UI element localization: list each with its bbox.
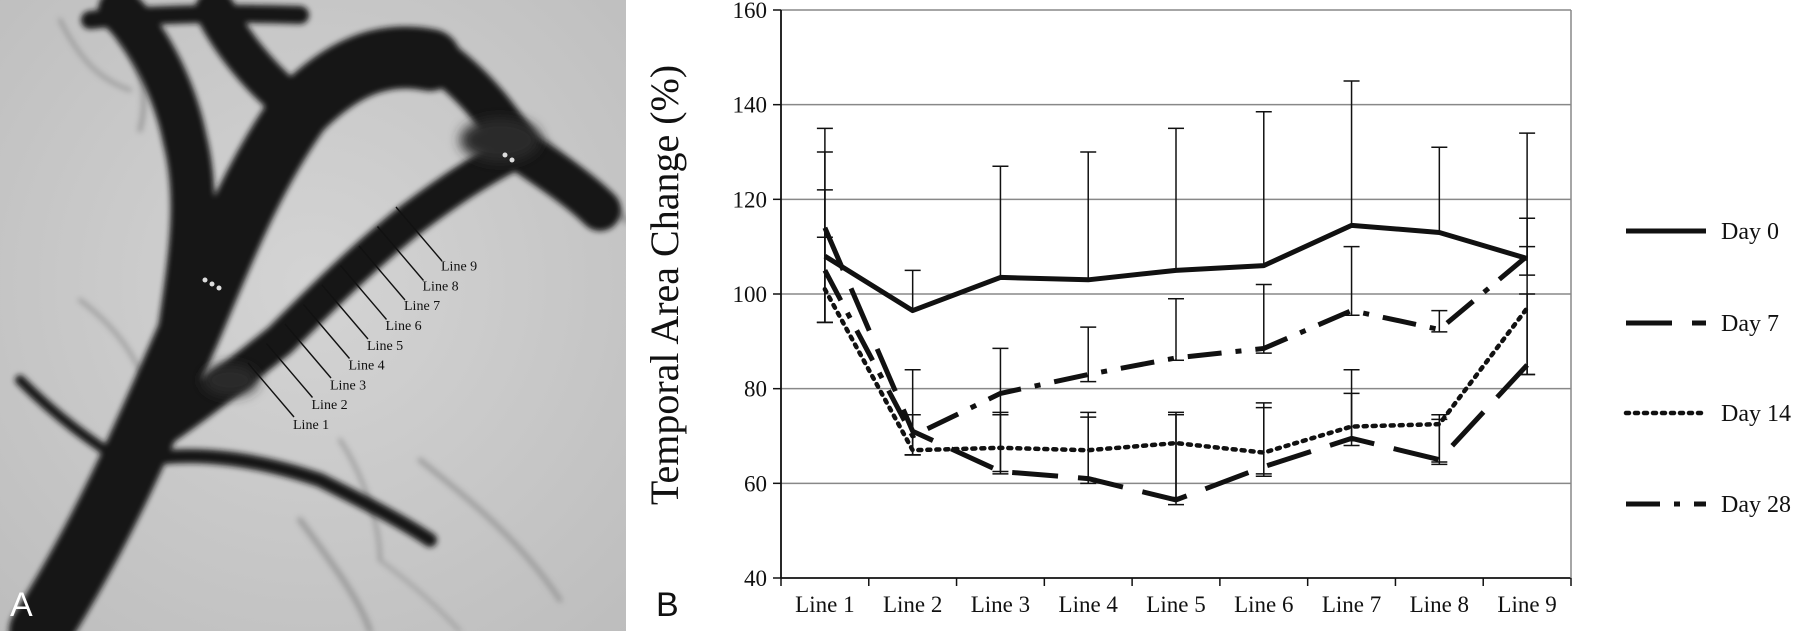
line-chart: 40 60 80 100 120 140 160 Line 1 Line 2 Line 3 Line… <box>642 0 1791 624</box>
measure-line <box>284 323 332 379</box>
y-tick-label: 160 <box>733 0 768 23</box>
y-tick-label: 120 <box>733 187 768 212</box>
x-tick-label: Line 9 <box>1497 592 1556 617</box>
measure-line-label: Line 3 <box>330 378 366 393</box>
x-tick-label: Line 4 <box>1059 592 1119 617</box>
measure-line <box>395 206 443 262</box>
legend-label: Day 28 <box>1721 492 1791 518</box>
axes <box>773 9 1572 586</box>
tick-labels: 40 60 80 100 120 140 160 Line 1 Line 2 Line 3 Line… <box>733 0 1557 617</box>
measure-line <box>358 245 406 301</box>
x-tick-label: Line 6 <box>1234 592 1293 617</box>
panel-b-letter: B <box>656 586 679 624</box>
angio-measure-line: Line 8 <box>376 226 459 294</box>
angio-measure-line: Line 5 <box>321 284 403 354</box>
y-axis-label: Temporal Area Change (%) <box>642 65 687 505</box>
x-tick-label: Line 1 <box>795 592 854 617</box>
measure-line-label: Line 5 <box>367 339 403 354</box>
legend-label: Day 0 <box>1721 219 1779 245</box>
legend: Day 0 Day 7 Day 14 Day 28 <box>1623 219 1791 518</box>
x-tick-label: Line 2 <box>883 592 942 617</box>
measure-line <box>376 226 425 281</box>
legend-item: Day 7 <box>1626 311 1779 337</box>
legend-item: Day 28 <box>1626 492 1791 518</box>
legend-label: Day 14 <box>1721 401 1791 427</box>
legend-item: Day 0 <box>1626 219 1779 245</box>
measure-line <box>247 362 295 418</box>
angio-measure-line: Line 3 <box>284 323 366 393</box>
measure-line <box>302 304 351 359</box>
y-tick-label: 40 <box>744 566 767 591</box>
x-tick-label: Line 3 <box>971 592 1030 617</box>
y-tick-label: 140 <box>733 93 768 118</box>
legend-item: Day 14 <box>1623 401 1791 427</box>
series-lines <box>822 222 1530 503</box>
angio-measure-line: Line 6 <box>339 265 422 334</box>
measure-line-label: Line 2 <box>312 398 348 413</box>
measure-line-label: Line 1 <box>293 418 329 433</box>
angio-measure-line: Line 7 <box>358 245 440 314</box>
measure-line-label: Line 9 <box>441 260 477 275</box>
error-bars <box>816 80 1536 506</box>
angio-measure-line: Line 1 <box>247 362 329 433</box>
measure-line <box>321 284 369 340</box>
x-tick-label: Line 5 <box>1146 592 1205 617</box>
series-line-day-14 <box>822 287 1530 455</box>
series-line-day-7 <box>822 226 1529 503</box>
angiogram-image: Line 1 Line 2 Line 3 Line 4 Line 5 Line 6 Line… <box>0 0 630 636</box>
measure-line-label: Line 8 <box>423 279 459 294</box>
angiogram-panel: Line 1 Line 2 Line 3 Line 4 Line 5 Line 6 Line… <box>0 0 630 636</box>
panel-a-letter: A <box>10 586 33 624</box>
x-tick-label: Line 8 <box>1410 592 1469 617</box>
x-tick-label: Line 7 <box>1322 592 1381 617</box>
angio-measure-line: Line 2 <box>265 343 348 413</box>
measure-line <box>265 343 314 398</box>
measure-line <box>339 265 388 320</box>
chart-panel: 40 60 80 100 120 140 160 Line 1 Line 2 Line 3 Line… <box>626 0 1800 631</box>
measure-line-label: Line 4 <box>349 359 385 374</box>
series-line-day-0 <box>823 222 1528 314</box>
measure-line-label: Line 6 <box>386 319 422 334</box>
series-line-day-28 <box>822 254 1529 439</box>
y-tick-label: 60 <box>744 471 767 496</box>
y-tick-label: 80 <box>744 377 767 402</box>
angio-measure-line: Line 4 <box>302 304 385 374</box>
legend-label: Day 7 <box>1721 311 1779 337</box>
y-tick-label: 100 <box>733 282 768 307</box>
angio-measure-line: Line 9 <box>395 206 477 275</box>
measure-line-label: Line 7 <box>404 299 440 314</box>
